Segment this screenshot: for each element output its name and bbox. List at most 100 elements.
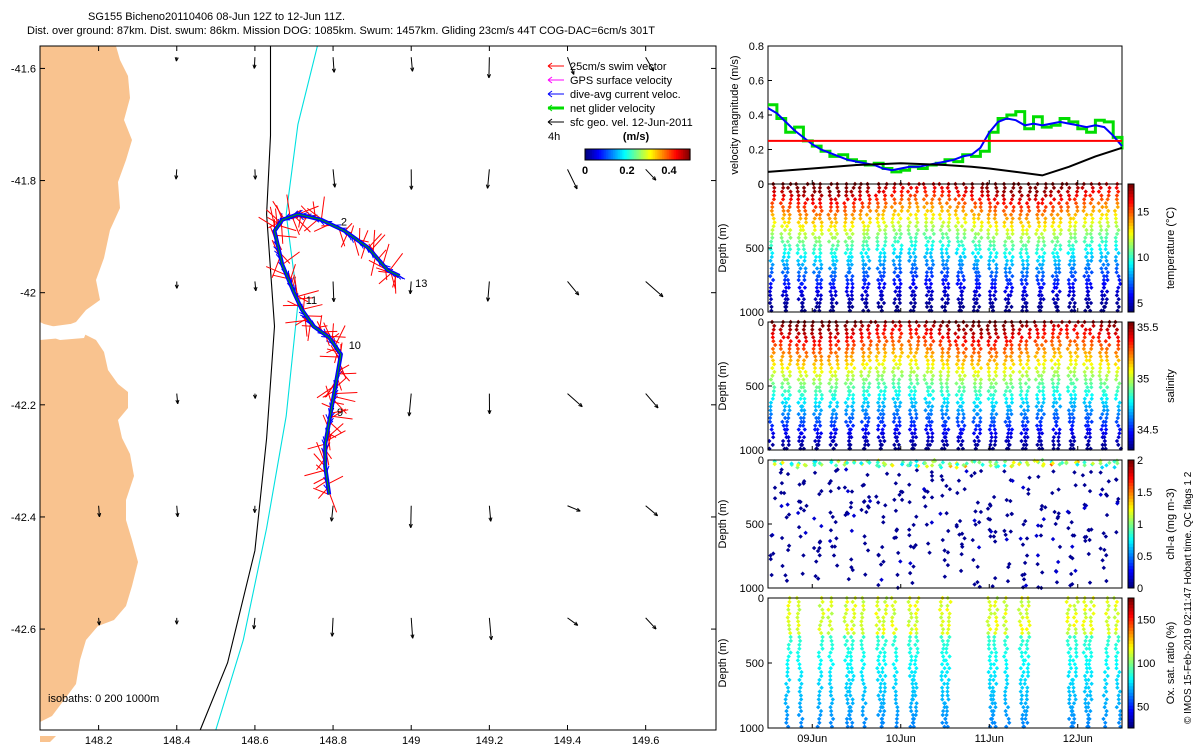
temp-sample-mark [1051,185,1057,191]
temp-sample-mark [810,193,815,198]
temp-sample-mark [798,266,803,271]
sal-sample-mark [928,423,933,428]
chl-sample-mark [845,489,851,494]
temp-sample-mark [1103,243,1108,248]
temp-sample-mark [924,227,929,233]
sal-sample-mark [1054,369,1060,375]
sal-colorbar-cell [1128,338,1134,342]
sal-sample-mark [938,339,943,344]
sal-sample-mark [891,342,896,348]
oxy-sample-mark [908,630,913,636]
sal-sample-mark [1103,392,1109,398]
temp-sample-mark [817,212,823,217]
chl-sample-mark [1072,533,1077,538]
oxy-sample-mark [986,646,992,651]
sal-sample-mark [783,431,789,436]
sal-sample-mark [843,419,849,425]
temp-sample-mark [1052,258,1058,263]
chl-sample-mark [1039,523,1044,529]
oxy-sample-mark [860,673,865,679]
surface-velocity-arrow [487,281,490,302]
sal-sample-mark [1087,427,1092,432]
sal-sample-mark [844,335,850,340]
temp-sample-mark [836,189,841,194]
oxy-sample-mark [913,654,919,659]
sal-sample-mark [894,438,900,444]
sal-sample-mark [893,446,898,451]
sal-sample-mark [956,350,961,355]
sal-sample-mark [991,377,996,382]
sal-sample-mark [845,404,850,409]
temp-sample-mark [866,193,872,198]
sal-sample-mark [909,369,914,375]
chl-sample-mark [1040,570,1045,575]
temp-sample-mark [1114,247,1119,252]
chl-sample-mark [1016,462,1022,467]
temp-sample-mark [1018,185,1023,191]
temp-sample-mark [1073,220,1078,225]
oxy-sample-mark [1017,646,1022,651]
sal-sample-mark [1025,388,1030,394]
chl-sample-mark [1050,461,1055,466]
oxy-sample-mark [819,642,824,647]
sal-sample-mark [876,435,881,440]
sal-sample-mark [1035,335,1041,340]
oxy-sample-mark [941,646,946,651]
sal-sample-mark [1041,354,1047,359]
temp-sample-mark [896,212,901,217]
chl-sample-mark [817,545,822,551]
sal-sample-mark [833,350,838,355]
oxy-sample-mark [828,720,834,725]
temp-sample-mark [1099,227,1104,233]
temp-sample-mark [911,250,916,256]
chl-sample-mark [814,559,819,564]
temp-sample-mark [1039,285,1045,290]
sal-sample-mark [801,377,806,382]
oxy-sample-mark [1114,677,1119,683]
oxy-sample-mark [993,654,998,659]
chl-colorbar-cell [1128,498,1134,503]
sal-sample-mark [811,411,817,417]
map-x-tick-label: 149.6 [632,735,660,747]
sal-sample-mark [818,346,823,352]
oxy-sample-mark [988,611,994,616]
sal-sample-mark [911,369,917,375]
surface-velocity-arrow [645,617,657,630]
sal-sample-mark [866,392,872,398]
temp-sample-mark [833,289,838,294]
oxy-sample-mark [877,619,882,624]
temp-sample-mark [796,197,801,202]
sal-sample-mark [1021,442,1027,448]
temp-sample-mark [1009,224,1014,229]
oxy-sample-mark [786,689,791,694]
sal-sample-mark [909,381,914,386]
oxy-sample-mark [1104,658,1109,663]
surface-velocity-arrowhead [410,67,415,72]
temp-sample-mark [1023,243,1028,248]
temp-sample-mark [945,270,950,275]
temp-sample-mark [946,220,952,225]
swim-vector [291,216,300,236]
chl-colorbar-cell [1128,472,1134,477]
temp-sample-mark [908,285,913,290]
surface-velocity-arrowhead [652,625,657,630]
chl-sample-mark [867,460,872,465]
surface-velocity-arrowhead [410,634,415,639]
oxy-sample-mark [1071,712,1077,718]
oxy-sample-mark [1074,642,1079,647]
sal-sample-mark [832,408,837,413]
sal-sample-mark [970,342,975,348]
temp-sample-mark [784,258,790,263]
chl-sample-mark [939,473,944,479]
chl-sample-mark [1043,505,1048,510]
sal-sample-mark [1027,327,1033,332]
temp-sample-mark [1066,304,1072,310]
oxy-sample-mark [860,615,865,620]
chl-sample-mark [834,536,839,541]
temp-sample-mark [1010,243,1016,248]
sal-sample-mark [828,335,833,340]
sal-sample-mark [813,358,818,363]
temp-sample-mark [906,197,912,202]
temp-sample-mark [1090,185,1095,191]
temp-sample-mark [848,250,853,256]
